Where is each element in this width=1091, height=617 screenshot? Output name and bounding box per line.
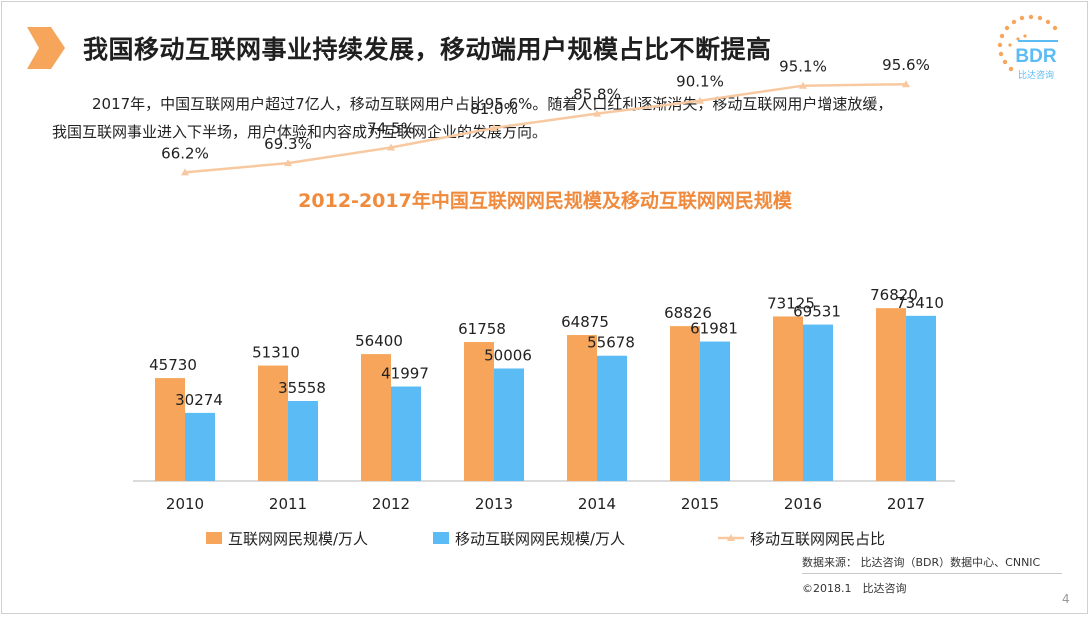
- legend-mobile-label: 移动互联网网民规模/万人: [455, 530, 625, 548]
- page-title: 我国移动互联网事业持续发展，移动端用户规模占比不断提高: [83, 35, 772, 64]
- bar-label-internet-2015: 68826: [664, 304, 712, 322]
- copyright: ©2018.1 比达咨询: [802, 582, 907, 595]
- bar-label-mobile-2011: 35558: [278, 379, 326, 397]
- bar-mobile-2013: [494, 368, 524, 481]
- ratio-label-2017: 95.6%: [882, 56, 930, 74]
- legend-ratio-label: 移动互联网网民占比: [750, 530, 885, 548]
- bar-label-mobile-2014: 55678: [587, 334, 635, 352]
- logo-text: BDR: [1015, 46, 1056, 67]
- legend-internet-label: 互联网网民规模/万人: [228, 530, 368, 548]
- bar-mobile-2014: [597, 355, 627, 481]
- ratio-label-2010: 66.2%: [161, 144, 209, 162]
- x-tick-2012: 2012: [372, 495, 410, 513]
- x-tick-2014: 2014: [578, 495, 616, 513]
- page-number: 4: [1062, 592, 1070, 606]
- bar-mobile-2010: [185, 412, 215, 481]
- x-tick-2017: 2017: [887, 495, 925, 513]
- x-tick-2010: 2010: [166, 495, 204, 513]
- x-tick-2016: 2016: [784, 495, 822, 513]
- bar-label-internet-2017: 76820: [870, 286, 918, 304]
- bar-internet-2016: [773, 316, 803, 481]
- ratio-line-group: 66.2% 69.3% 74.5% 81.0% 85.8% 90.1% 95.1% 95.6%: [161, 56, 930, 176]
- x-tick-2015: 2015: [681, 495, 719, 513]
- ratio-marker-2014: [593, 109, 601, 117]
- ratio-marker-2012: [387, 143, 395, 151]
- ratio-label-2014: 85.8%: [573, 86, 621, 104]
- source-divider: [802, 573, 1062, 574]
- bar-mobile-2015: [700, 341, 730, 481]
- legend-mobile-swatch: [433, 532, 449, 544]
- ratio-label-2016: 95.1%: [779, 58, 827, 76]
- x-tick-labels: 2010 2011 2012 2013 2014 2015 2016 2017: [166, 495, 925, 513]
- bar-label-mobile-2010: 30274: [175, 391, 223, 409]
- bar-mobile-2017: [906, 315, 936, 481]
- ratio-marker-2011: [284, 159, 292, 167]
- ratio-label-2011: 69.3%: [264, 135, 312, 153]
- bar-mobile-2012: [391, 386, 421, 481]
- bar-label-mobile-2013: 50006: [484, 346, 532, 364]
- bar-internet-2013: [464, 342, 494, 481]
- bars-group: [155, 308, 936, 481]
- legend-internet-swatch: [206, 532, 222, 544]
- ratio-marker-2015: [696, 96, 704, 104]
- bar-internet-2011: [258, 365, 288, 481]
- bar-label-internet-2011: 51310: [252, 344, 300, 362]
- x-tick-2013: 2013: [475, 495, 513, 513]
- bar-label-internet-2013: 61758: [458, 320, 506, 338]
- chart-title: 2012-2017年中国互联网网民规模及移动互联网网民规模: [298, 189, 793, 212]
- bdr-logo: BDR 比达咨询: [997, 14, 1058, 81]
- bar-mobile-2016: [803, 324, 833, 481]
- ratio-marker-2017: [902, 80, 910, 88]
- ratio-marker-2010: [181, 168, 189, 176]
- bar-internet-2015: [670, 326, 700, 481]
- bar-internet-2010: [155, 378, 185, 481]
- logo-subtext: 比达咨询: [1018, 69, 1054, 81]
- bar-internet-2014: [567, 335, 597, 481]
- bar-label-mobile-2016: 69531: [793, 303, 841, 321]
- ratio-marker-2016: [799, 81, 807, 89]
- bar-label-internet-2010: 45730: [149, 356, 197, 374]
- ratio-label-2012: 74.5%: [367, 120, 415, 138]
- bar-labels-group: 45730 30274 51310 35558 56400 41997 61758 50006…: [149, 286, 944, 409]
- ratio-label-2015: 90.1%: [676, 73, 724, 91]
- bar-label-mobile-2017: 73410: [896, 294, 944, 312]
- bar-label-internet-2014: 64875: [561, 313, 609, 331]
- data-source: 数据来源： 比达咨询（BDR）数据中心、CNNIC: [802, 556, 1041, 569]
- bar-label-mobile-2015: 61981: [690, 320, 738, 338]
- ratio-line: [184, 82, 907, 174]
- bar-internet-2017: [876, 308, 906, 481]
- bar-label-internet-2016: 73125: [767, 294, 815, 312]
- legend-ratio-swatch-marker: [727, 534, 735, 541]
- intro-line-2: 我国互联网事业进入下半场，用户体验和内容成为互联网企业的发展方向。: [52, 123, 548, 141]
- title-arrow-icon: [27, 27, 65, 69]
- legend: 互联网网民规模/万人 移动互联网网民规模/万人 移动互联网网民占比: [206, 530, 885, 548]
- ratio-marker-2013: [490, 124, 498, 131]
- bar-internet-2012: [361, 354, 391, 481]
- bar-mobile-2011: [288, 400, 318, 481]
- bar-label-internet-2012: 56400: [355, 332, 403, 350]
- intro-line-1: 2017年，中国互联网用户超过7亿人，移动互联网用户占比95.6%。随着人口红利…: [92, 95, 893, 113]
- ratio-label-2013: 81.0%: [470, 100, 518, 118]
- x-tick-2011: 2011: [269, 495, 307, 513]
- intro-paragraph: 2017年，中国互联网用户超过7亿人，移动互联网用户占比95.6%。随着人口红利…: [52, 90, 1062, 146]
- bar-label-mobile-2012: 41997: [381, 365, 429, 383]
